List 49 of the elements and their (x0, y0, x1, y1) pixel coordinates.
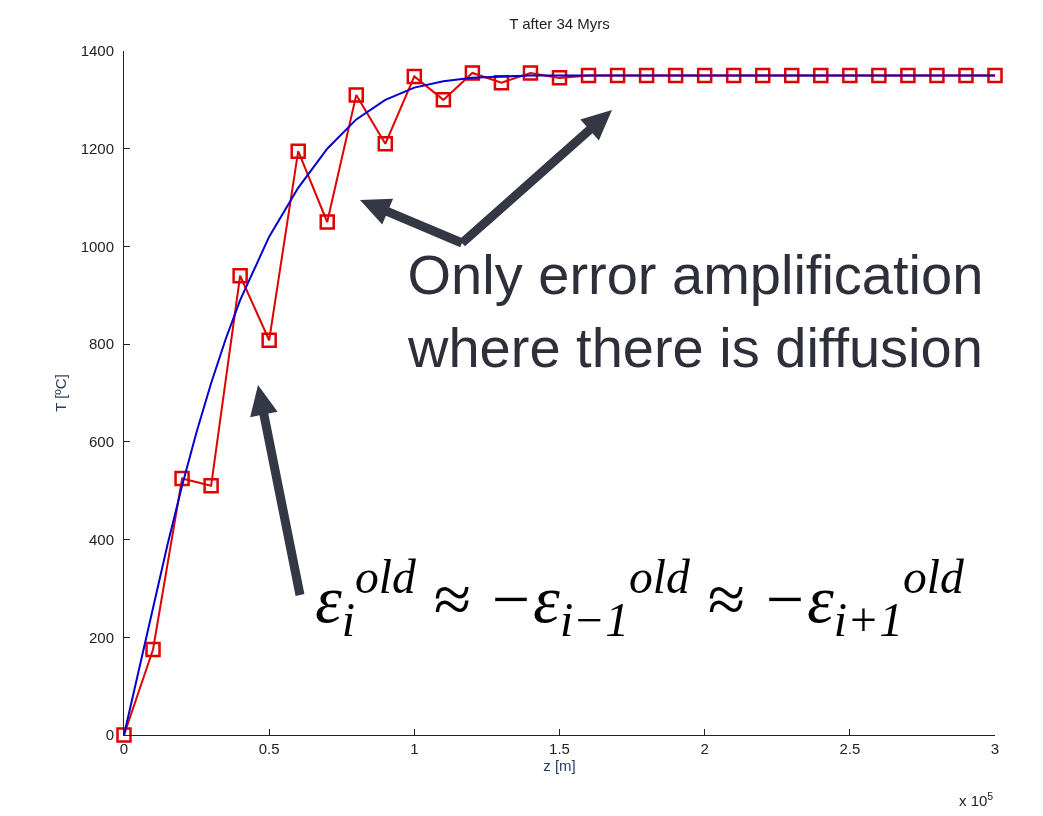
point (696, 67, 713, 84)
x-tick-label: 0.5 (258, 740, 280, 757)
x-tick-label: 0 (119, 740, 129, 757)
y-tick-label: 1000 (80, 237, 114, 255)
x-tick-label: 1 (410, 740, 419, 757)
annotation: Only error amplification where there is diffusion (407, 243, 984, 379)
point (842, 67, 858, 84)
y-tick-label: 800 (88, 335, 114, 353)
point (725, 67, 742, 84)
point (580, 67, 597, 84)
x-tick-label: 2 (700, 740, 709, 757)
point (116, 727, 132, 743)
point (900, 67, 916, 84)
point (348, 87, 365, 103)
y-tick-label: 1200 (80, 139, 114, 157)
point (638, 67, 655, 84)
y-tick-label: 400 (88, 530, 114, 548)
point (290, 143, 306, 159)
x-tick-label: 2.5 (839, 740, 861, 757)
point (784, 67, 800, 84)
point (667, 67, 684, 84)
point (435, 92, 452, 108)
point (813, 67, 829, 84)
point (145, 641, 161, 658)
x-tick-label: 3 (990, 740, 1000, 757)
point (754, 67, 771, 84)
point (232, 267, 248, 284)
y-tick-label: 200 (88, 628, 114, 646)
x-tick-label: 1.5 (549, 740, 570, 757)
x-axis-title: z [m] (543, 757, 576, 774)
y-tick-label: 1400 (80, 42, 114, 60)
point (406, 68, 423, 85)
point (551, 70, 568, 86)
text: x 10$^{5}$ (959, 790, 994, 810)
point (871, 67, 887, 84)
y-axis-title: T [ºC] (51, 374, 69, 412)
y-tick-label: 0 (105, 726, 114, 744)
point (377, 136, 394, 152)
y-tick-label: 600 (88, 433, 114, 451)
chart-title: T after 34 Myrs (509, 14, 610, 32)
point (958, 67, 974, 84)
point (609, 67, 626, 84)
point (929, 67, 945, 84)
point (522, 65, 539, 81)
point (987, 67, 1003, 84)
point (174, 470, 190, 487)
point (319, 214, 335, 230)
point (203, 478, 219, 494)
point (261, 332, 277, 348)
